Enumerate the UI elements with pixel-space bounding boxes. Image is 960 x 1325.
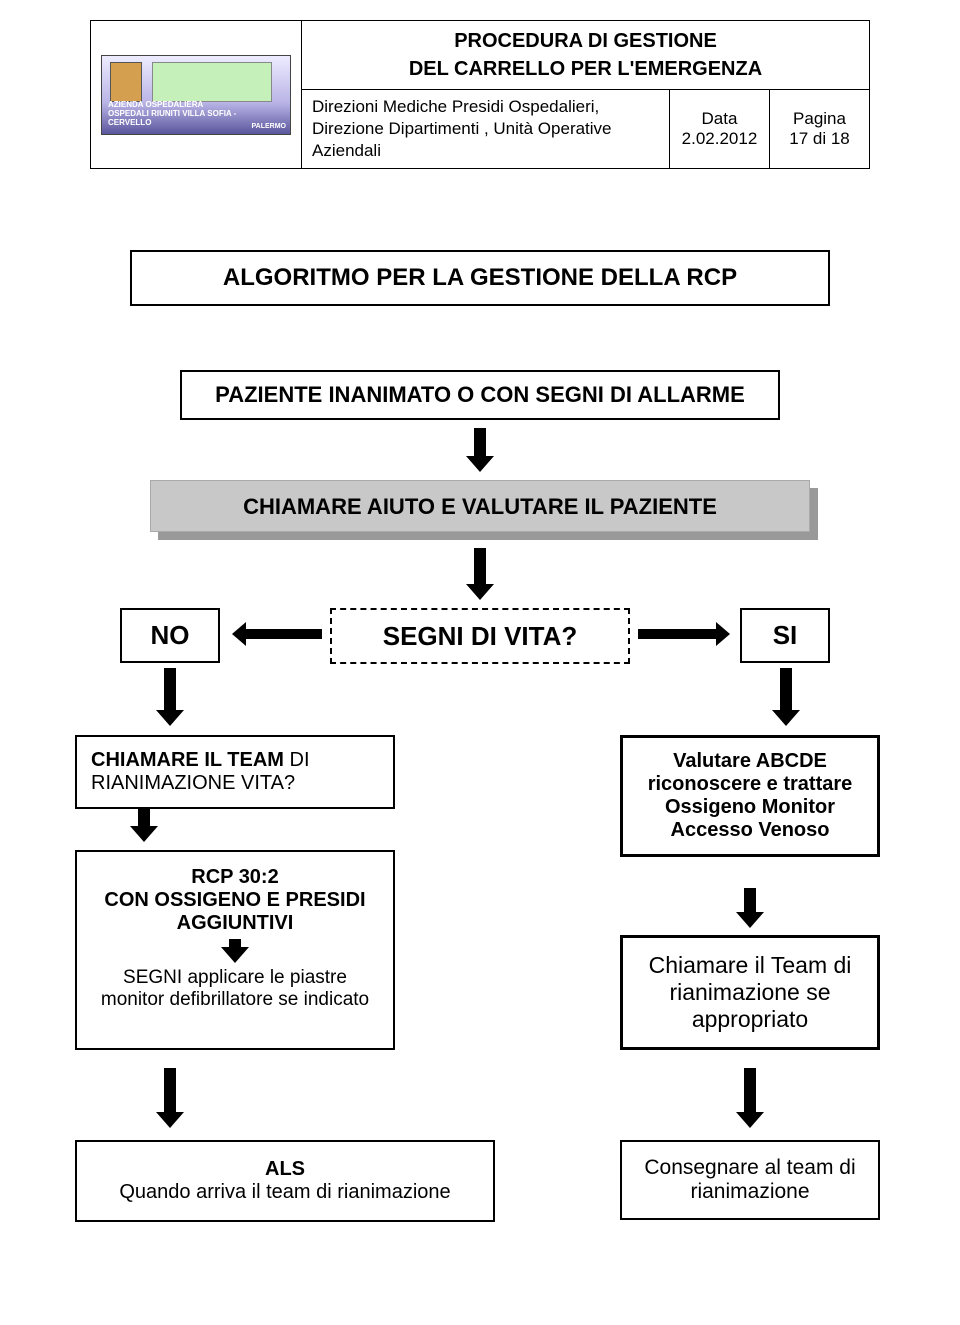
logo-text: AZIENDA OSPEDALIERA OSPEDALI RIUNITI VIL… <box>108 101 260 127</box>
pagina-label: Pagina <box>793 109 846 128</box>
si-box: SI <box>740 608 830 663</box>
arrow-left-icon <box>232 622 322 646</box>
subhead: Direzioni Mediche Presidi Ospedalieri, D… <box>302 90 670 169</box>
rcp-box: RCP 30:2 CON OSSIGENO E PRESIDI AGGIUNTI… <box>75 850 395 1050</box>
data-value: 2.02.2012 <box>682 129 758 148</box>
arrow-down-icon <box>221 939 249 963</box>
step-chiamare-wrap: CHIAMARE AIUTO E VALUTARE IL PAZIENTE <box>150 480 810 540</box>
chiamare-team-box: CHIAMARE IL TEAM DI RIANIMAZIONE VITA? <box>75 735 395 809</box>
logo-map-icon <box>152 62 272 102</box>
chiamare-bold: CHIAMARE IL TEAM <box>91 749 284 771</box>
pagina-cell: Pagina 17 di 18 <box>770 90 870 169</box>
rcp-sub: SEGNI applicare le piastre monitor defib… <box>91 967 379 1011</box>
title-line1: PROCEDURA DI GESTIONE <box>454 30 717 52</box>
algorithm-title: ALGORITMO PER LA GESTIONE DELLA RCP <box>130 250 830 306</box>
rcp-line1: RCP 30:2 <box>191 866 278 888</box>
logo-cell: AZIENDA OSPEDALIERA OSPEDALI RIUNITI VIL… <box>91 21 302 169</box>
logo-city: PALERMO <box>252 123 286 130</box>
data-label: Data <box>702 109 738 128</box>
arrow-down-icon <box>736 1068 764 1128</box>
no-box: NO <box>120 608 220 663</box>
sub-line2: Direzione Dipartimenti , Unità Operative… <box>312 119 612 160</box>
step-paziente: PAZIENTE INANIMATO O CON SEGNI DI ALLARM… <box>180 370 780 420</box>
title-line2: DEL CARRELLO PER L'EMERGENZA <box>409 58 762 80</box>
arrow-down-icon <box>466 428 494 472</box>
arrow-down-icon <box>156 668 184 726</box>
arrow-right-icon <box>638 622 730 646</box>
decision-segni-vita: SEGNI DI VITA? <box>330 608 630 664</box>
step-chiamare: CHIAMARE AIUTO E VALUTARE IL PAZIENTE <box>150 480 810 532</box>
pagina-value: 17 di 18 <box>789 129 850 148</box>
arrow-down-icon <box>736 888 764 928</box>
als-box: ALS Quando arriva il team di rianimazion… <box>75 1140 495 1222</box>
arrow-down-icon <box>156 1068 184 1128</box>
doc-title: PROCEDURA DI GESTIONE DEL CARRELLO PER L… <box>302 21 870 90</box>
als-title: ALS <box>91 1158 479 1181</box>
arrow-down-icon <box>130 808 158 842</box>
sub-line1: Direzioni Mediche Presidi Ospedalieri, <box>312 97 599 116</box>
abcde-box: Valutare ABCDE riconoscere e trattare Os… <box>620 735 880 857</box>
consegnare-box: Consegnare al team di rianimazione <box>620 1140 880 1220</box>
als-sub: Quando arriva il team di rianimazione <box>119 1181 450 1203</box>
logo-emblem-icon <box>110 62 142 102</box>
hospital-logo: AZIENDA OSPEDALIERA OSPEDALI RIUNITI VIL… <box>101 55 291 135</box>
logo-line2: OSPEDALI RIUNITI VILLA SOFIA - CERVELLO <box>108 109 236 127</box>
chiamare-team-si-box: Chiamare il Team di rianimazione se appr… <box>620 935 880 1050</box>
rcp-title: RCP 30:2 CON OSSIGENO E PRESIDI AGGIUNTI… <box>91 866 379 935</box>
arrow-down-icon <box>466 548 494 600</box>
arrow-down-icon <box>772 668 800 726</box>
logo-line1: AZIENDA OSPEDALIERA <box>108 100 203 109</box>
header-table: AZIENDA OSPEDALIERA OSPEDALI RIUNITI VIL… <box>90 20 870 169</box>
data-cell: Data 2.02.2012 <box>670 90 770 169</box>
rcp-line2: CON OSSIGENO E PRESIDI AGGIUNTIVI <box>104 889 365 934</box>
